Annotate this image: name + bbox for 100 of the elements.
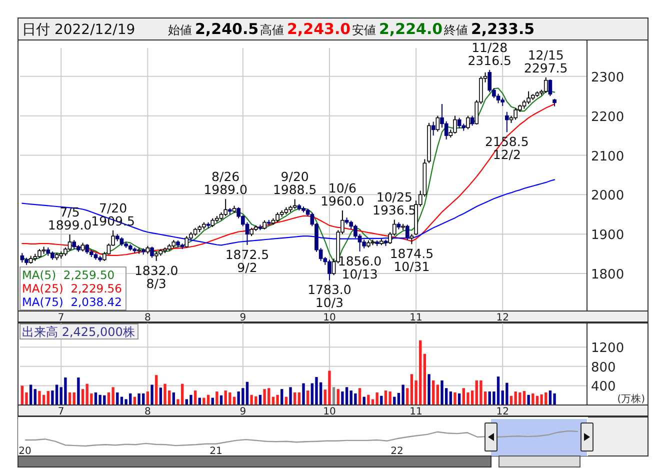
bar (276, 394, 279, 405)
bar (466, 392, 470, 405)
x-tick-label: 10 (323, 312, 336, 324)
candlestick (544, 76, 548, 94)
candlestick (292, 198, 297, 210)
bar (159, 388, 162, 405)
bar (180, 384, 184, 405)
annotation: 8/26 1989.0 (204, 169, 248, 198)
candlestick (68, 234, 72, 252)
bar (246, 382, 249, 405)
x-tick-label: 9 (240, 406, 246, 418)
text: 終値 2,233.5 (443, 20, 535, 38)
bar (306, 390, 310, 405)
candlestick (436, 115, 440, 132)
y-tick-label: 400 (591, 380, 616, 395)
bar (432, 380, 435, 405)
bar (138, 393, 140, 405)
chart-title: 日付 2022/12/19 (22, 22, 136, 38)
bar (436, 384, 440, 405)
bar (29, 384, 32, 405)
bar (64, 378, 67, 405)
bar (548, 390, 552, 405)
candlestick (410, 234, 414, 245)
candlestick (262, 220, 266, 230)
bar (527, 394, 530, 405)
chart-title: 出来高 2,425,000株 (22, 325, 135, 339)
bar (202, 398, 206, 405)
x-tick-label: 11 (410, 312, 422, 324)
x-tick-label: 11 (410, 406, 422, 418)
bar (190, 394, 192, 405)
x-tick-label: 20 (18, 446, 32, 457)
x-tick-label: 10 (323, 406, 336, 418)
bar (341, 391, 344, 405)
bar (506, 382, 508, 405)
candlestick (154, 250, 158, 262)
x-tick-label: 12 (496, 406, 509, 418)
annotation: 9/20 1988.5 (272, 169, 317, 198)
candlestick (457, 117, 462, 129)
candlestick (444, 120, 448, 140)
bar (388, 391, 392, 405)
candlestick (405, 224, 410, 241)
bar (440, 380, 444, 405)
bar (263, 389, 266, 405)
annotation: 1874.5 10/31 (390, 246, 434, 274)
bar (428, 374, 430, 405)
bar (423, 354, 426, 405)
bar (46, 391, 50, 405)
candlestick (466, 115, 470, 130)
bar (34, 389, 36, 405)
bar (155, 375, 158, 405)
annotation: 1832.0 8/3 (134, 262, 178, 291)
bar (480, 380, 482, 405)
candlestick (184, 236, 189, 248)
x-tick-label: 8 (144, 312, 151, 324)
y-axis-title: (万株) (617, 393, 646, 405)
text: 安値 2,224.0 (352, 20, 443, 38)
candlestick (505, 111, 509, 133)
y-tick-label: 1800 (591, 268, 624, 283)
bar (376, 392, 378, 405)
candlestick (496, 93, 500, 104)
bar (150, 384, 154, 405)
candlestick (85, 243, 90, 254)
bar (367, 394, 370, 405)
bar (402, 384, 404, 405)
bar (358, 388, 362, 405)
annotation: 1856.0 10/13 (338, 253, 382, 282)
candlestick (548, 79, 552, 97)
bar (336, 389, 340, 405)
x-tick-label: 7 (58, 312, 64, 324)
bar (194, 390, 197, 405)
bar (449, 391, 452, 405)
y-tick-label: 2000 (591, 188, 624, 204)
bar (55, 384, 58, 405)
candlestick (431, 121, 436, 136)
bar (406, 388, 409, 405)
candlestick (224, 198, 228, 216)
bar (112, 387, 114, 405)
y-tick-label: 2100 (591, 149, 624, 164)
bar (77, 378, 80, 405)
text: 高値 2,243.0 (260, 20, 351, 38)
bar (280, 389, 284, 405)
bar (98, 394, 102, 405)
bar (216, 391, 218, 405)
x-tick-label: 21 (210, 446, 222, 457)
y-tick-label: 2200 (591, 110, 624, 125)
annotation: 11/28 2316.5 (468, 40, 512, 68)
bar (454, 392, 456, 405)
x-tick-label: 22 (390, 446, 404, 457)
bar (164, 384, 166, 405)
bar (522, 391, 526, 405)
text: 始値 2,240.5 (168, 20, 259, 38)
bar (332, 387, 336, 405)
x-tick-label: 12 (496, 312, 509, 324)
annotation: 12/15 2297.5 (524, 47, 568, 76)
bar (410, 374, 414, 405)
bar (302, 383, 305, 405)
bar (540, 394, 543, 405)
bar (237, 391, 240, 405)
bar (20, 386, 24, 405)
bar (289, 387, 292, 405)
